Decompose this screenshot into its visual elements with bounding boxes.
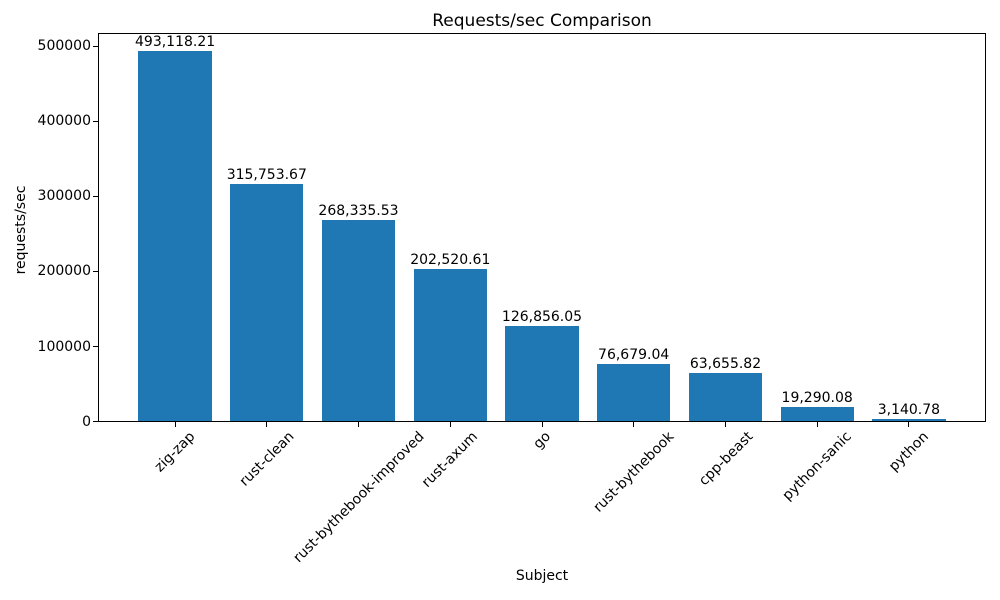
bar-value-label: 315,753.67 [226,167,307,184]
y-tick-label: 500000 [37,38,91,55]
bar-value-label: 493,118.21 [135,34,216,50]
bar [872,418,946,421]
x-tick-label: rust-bythebook [590,428,677,516]
x-tick-label: rust-axum [419,428,482,491]
bar-value-label: 268,335.53 [318,202,399,219]
x-axis-label: Subject [515,568,569,584]
x-tick-label: rust-clean [236,428,298,490]
x-tick-label: zig-zap [151,428,199,476]
x-tick-mark [816,422,818,427]
y-tick-mark [93,346,98,347]
x-tick-label: python [885,428,932,475]
y-tick-label: 400000 [37,113,91,130]
bar-value-label: 76,679.04 [598,346,670,363]
x-tick-label: go [530,428,555,453]
x-tick-mark [633,422,635,427]
bar-value-label: 202,520.61 [410,252,491,268]
x-tick-mark [174,422,176,427]
chart-title: Requests/sec Comparison [432,11,652,31]
bar [413,269,487,421]
x-tick-label: rust-bythebook-improved [289,428,428,566]
y-tick-mark [93,45,98,47]
bar-value-label: 63,655.82 [689,356,762,373]
bar [688,373,763,421]
bar [780,406,854,421]
x-tick-label: cpp-beast [695,428,756,489]
bar [230,184,304,421]
y-tick-label: 100000 [37,338,91,355]
x-tick-mark [908,422,910,427]
x-tick-label: python-sanic [779,428,855,504]
y-tick-label: 300000 [37,188,91,205]
bar [321,219,396,421]
bar-value-label: 126,856.05 [501,308,583,325]
x-tick-mark [358,422,359,427]
y-tick-mark [93,270,98,272]
x-tick-mark [541,422,543,427]
y-tick-mark [93,195,98,197]
y-tick-label: 0 [82,413,91,430]
bar-value-label: 3,140.78 [877,401,941,418]
y-tick-mark [93,120,98,122]
y-tick-mark [93,421,98,422]
y-tick-label: 200000 [37,263,91,280]
x-tick-mark [449,422,451,427]
bar-value-label: 19,290.08 [781,389,853,406]
x-tick-mark [266,422,268,427]
bar [505,325,579,421]
bar [597,363,671,421]
x-tick-mark [725,422,726,427]
bar [138,51,212,421]
